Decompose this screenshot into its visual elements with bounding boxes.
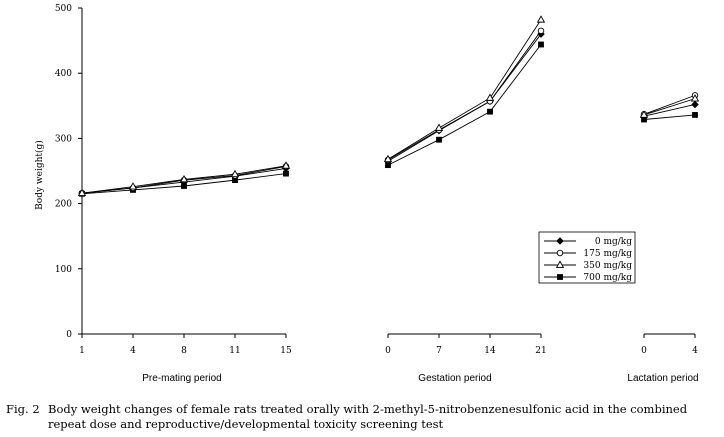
x-tick-label: 0	[385, 346, 391, 356]
x-tick-label: 11	[229, 346, 240, 356]
x-axis-label: Pre-mating period	[142, 373, 221, 384]
x-axis-label: Lactation period	[627, 373, 698, 384]
series-line	[387, 19, 542, 160]
point-square	[692, 112, 698, 118]
legend-label: 0 mg/kg	[595, 237, 632, 247]
x-tick-label: 8	[181, 346, 187, 356]
point-triangle	[179, 174, 189, 183]
legend-label: 700 mg/kg	[583, 273, 632, 283]
legend-label: 175 mg/kg	[583, 249, 632, 259]
x-tick-label: 15	[280, 346, 292, 356]
x-tick-label: 1	[79, 346, 85, 356]
y-tick-label: 200	[55, 200, 72, 210]
figure-caption-text: Body weight changes of female rats treat…	[48, 402, 688, 431]
point-square	[538, 41, 544, 48]
series-line	[643, 114, 696, 120]
legend-label: 350 mg/kg	[583, 261, 632, 271]
series-line	[387, 33, 542, 162]
series-line	[643, 104, 696, 117]
point-square	[557, 274, 563, 280]
point-triangle	[536, 15, 546, 23]
panel-1: 1 4 8 11 15 Pre-mating period	[77, 161, 292, 384]
y-tick-label: 500	[55, 4, 72, 14]
point-triangle	[434, 123, 444, 131]
panel-2: 0 7 14 21 Gestation period	[383, 15, 547, 384]
point-triangle	[281, 161, 291, 169]
series-line	[387, 30, 542, 161]
legend: 0 mg/kg 175 mg/kg 350 mg/kg 700 mg/kg	[538, 231, 636, 284]
y-tick-label: 400	[55, 69, 72, 79]
y-axis-label: Body weight(g)	[34, 140, 45, 210]
series-line	[387, 44, 542, 166]
point-triangle	[383, 154, 393, 163]
point-square	[436, 136, 442, 143]
x-tick-label: 7	[436, 346, 442, 356]
point-circle	[537, 27, 545, 35]
point-circle	[556, 249, 564, 257]
figure-number: Fig. 2	[6, 402, 40, 416]
series-line	[643, 98, 696, 116]
y-tick-label: 0	[66, 330, 72, 340]
y-tick-label: 100	[55, 265, 72, 275]
point-triangle	[77, 188, 87, 197]
point-triangle	[639, 110, 649, 118]
panel-3: 0 4 Lactation period	[627, 92, 700, 384]
x-tick-label: 0	[641, 346, 647, 356]
point-diamond	[691, 100, 699, 109]
y-tick-label: 300	[55, 134, 72, 144]
x-axis-label: Gestation period	[418, 373, 491, 384]
x-tick-label: 4	[130, 346, 136, 356]
x-tick-label: 21	[535, 346, 546, 356]
point-triangle	[485, 93, 495, 101]
point-diamond	[556, 237, 564, 245]
point-triangle	[128, 182, 138, 190]
x-tick-label: 14	[484, 346, 496, 356]
legend-box	[538, 231, 636, 284]
series-line	[643, 94, 696, 115]
point-square	[487, 108, 493, 115]
point-triangle	[230, 169, 240, 178]
point-triangle	[690, 94, 700, 102]
point-triangle	[555, 260, 565, 268]
x-tick-label: 4	[692, 346, 698, 356]
